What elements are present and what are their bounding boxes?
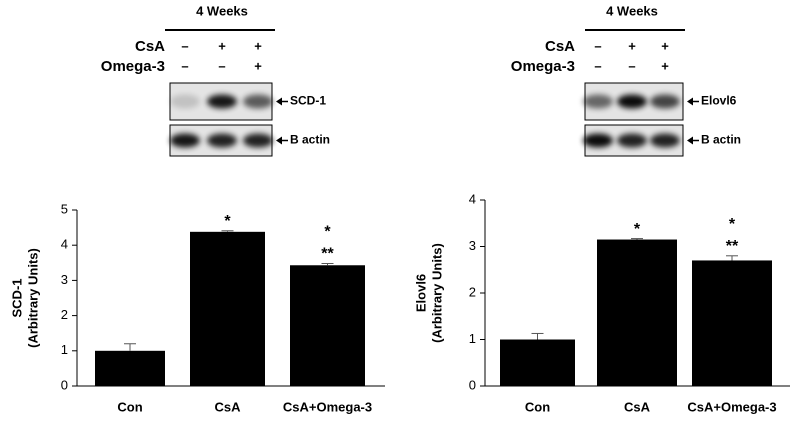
- bar: [500, 339, 575, 386]
- band-label: B actin: [701, 133, 741, 147]
- x-tick-label: CsA+Omega-3: [283, 399, 372, 414]
- arrow-head: [276, 136, 282, 145]
- error-bar: [321, 263, 334, 266]
- bar: [190, 231, 265, 386]
- error-bar: [531, 332, 544, 340]
- significance-mark: *: [634, 221, 641, 238]
- y-tick-label: 3: [469, 238, 476, 253]
- significance-mark: **: [726, 238, 739, 255]
- condition-sign: +: [218, 38, 226, 53]
- condition-label: Omega-3: [511, 58, 575, 75]
- condition-sign: –: [218, 58, 225, 73]
- blot-band: [650, 133, 680, 148]
- blot-band: [243, 94, 273, 109]
- y-axis-label: Elovl6: [413, 274, 428, 312]
- y-tick-label: 1: [61, 342, 68, 357]
- condition-label: CsA: [135, 38, 165, 55]
- condition-sign: +: [254, 38, 262, 53]
- x-tick-label: CsA: [214, 399, 241, 414]
- blot-band: [207, 133, 237, 148]
- x-tick-label: Con: [117, 399, 142, 414]
- y-tick-label: 5: [61, 201, 68, 216]
- bar: [692, 260, 772, 386]
- error-bar: [124, 343, 136, 351]
- bar: [597, 239, 677, 386]
- blot-band: [617, 133, 647, 148]
- error-bar: [726, 255, 738, 261]
- blot-band: [243, 133, 273, 148]
- arrow-head: [687, 97, 693, 106]
- y-tick-label: 2: [469, 284, 476, 299]
- y-tick-label: 2: [61, 307, 68, 322]
- x-tick-label: CsA+Omega-3: [687, 399, 776, 414]
- blot-title: 4 Weeks: [196, 3, 248, 18]
- x-tick-label: CsA: [624, 399, 651, 414]
- condition-sign: –: [594, 38, 601, 53]
- bar: [95, 350, 165, 386]
- condition-label: Omega-3: [101, 58, 165, 75]
- significance-mark: *: [224, 213, 231, 230]
- y-tick-label: 0: [61, 377, 68, 392]
- y-tick-label: 4: [469, 191, 476, 206]
- blot-band: [583, 94, 613, 109]
- condition-sign: –: [628, 58, 635, 73]
- band-label: B actin: [290, 133, 330, 147]
- y-tick-label: 3: [61, 272, 68, 287]
- y-tick-label: 1: [469, 331, 476, 346]
- blot-band: [207, 94, 237, 109]
- band-label: SCD-1: [290, 94, 326, 108]
- error-bar: [631, 238, 643, 240]
- bar: [290, 265, 365, 386]
- condition-sign: –: [594, 58, 601, 73]
- condition-sign: –: [181, 58, 188, 73]
- y-axis-label: (Arbitrary Units): [25, 248, 40, 348]
- significance-mark: **: [321, 246, 334, 263]
- condition-sign: +: [628, 38, 636, 53]
- blot-band: [583, 133, 613, 148]
- y-tick-label: 0: [469, 377, 476, 392]
- error-bar: [221, 230, 234, 232]
- arrow-head: [276, 97, 282, 106]
- blot-title: 4 Weeks: [606, 3, 658, 18]
- significance-mark: *: [324, 224, 331, 241]
- condition-label: CsA: [545, 38, 575, 55]
- condition-sign: +: [661, 38, 669, 53]
- x-tick-label: Con: [525, 399, 550, 414]
- blot-band: [650, 94, 680, 109]
- y-axis-label: (Arbitrary Units): [429, 243, 444, 343]
- condition-sign: –: [181, 38, 188, 53]
- arrow-head: [687, 136, 693, 145]
- y-tick-label: 4: [61, 237, 68, 252]
- condition-sign: +: [661, 58, 669, 73]
- blot-band: [617, 94, 647, 109]
- significance-mark: *: [729, 216, 736, 233]
- condition-sign: +: [254, 58, 262, 73]
- band-label: Elovl6: [701, 94, 737, 108]
- blot-band: [170, 133, 200, 148]
- blot-band: [170, 94, 200, 109]
- y-axis-label: SCD-1: [9, 278, 24, 317]
